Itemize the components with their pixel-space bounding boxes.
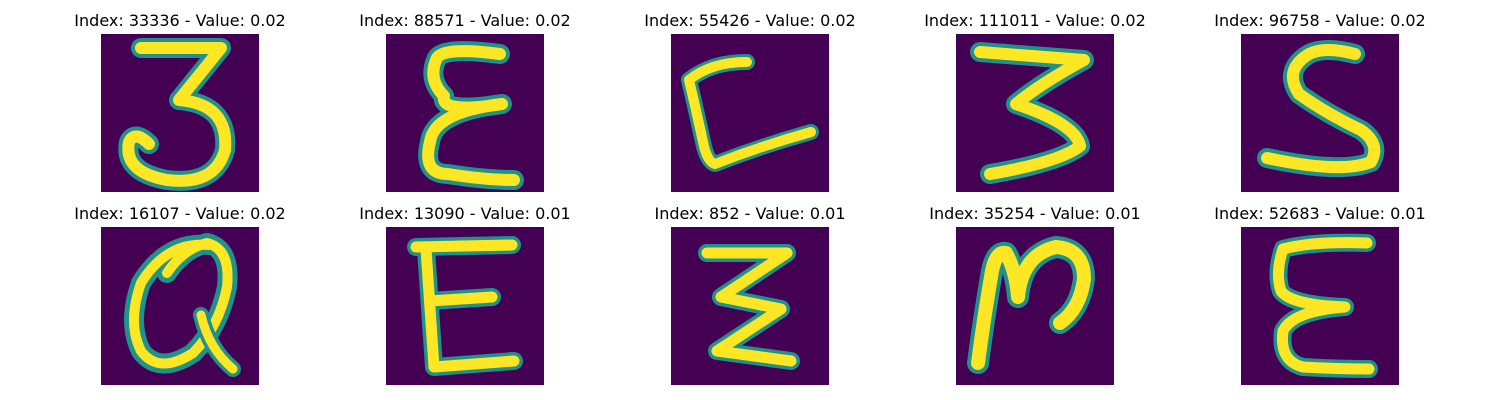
glyph-E-image: [407, 236, 523, 376]
panel-title: Index: 33336 - Value: 0.02: [74, 11, 286, 30]
panel-5: Index: 96758 - Value: 0.02: [1205, 0, 1435, 192]
panel-title: Index: 88571 - Value: 0.02: [359, 11, 571, 30]
digit-image: [956, 227, 1114, 385]
glyph-Z-image: [698, 244, 800, 370]
panel-title: Index: 96758 - Value: 0.02: [1214, 11, 1426, 30]
panel-6: Index: 16107 - Value: 0.02: [65, 193, 295, 385]
glyph-S-image: [1257, 40, 1385, 178]
digit-image: [1241, 34, 1399, 192]
digit-image: [671, 34, 829, 192]
panel-8: Index: 852 - Value: 0.01: [635, 193, 865, 385]
panel-title: Index: 16107 - Value: 0.02: [74, 204, 286, 223]
panel-1: Index: 33336 - Value: 0.02: [65, 0, 295, 192]
panel-title: Index: 52683 - Value: 0.01: [1214, 204, 1426, 223]
panel-3: Index: 55426 - Value: 0.02: [635, 0, 865, 192]
glyph-Q-image: [124, 233, 241, 377]
glyph-3-image: [118, 38, 236, 191]
panel-title: Index: 55426 - Value: 0.02: [644, 11, 856, 30]
digit-image: [386, 227, 544, 385]
panel-title: Index: 852 - Value: 0.01: [654, 204, 846, 223]
panel-9: Index: 35254 - Value: 0.01: [920, 193, 1150, 385]
glyph-L-image: [681, 54, 819, 172]
panel-7: Index: 13090 - Value: 0.01: [350, 193, 580, 385]
digit-image: [956, 34, 1114, 192]
digit-image: [101, 34, 259, 192]
panel-2: Index: 88571 - Value: 0.02: [350, 0, 580, 192]
digit-image: [386, 34, 544, 192]
digit-image: [1241, 227, 1399, 385]
panel-title: Index: 13090 - Value: 0.01: [359, 204, 571, 223]
digit-image: [101, 227, 259, 385]
panel-title: Index: 35254 - Value: 0.01: [929, 204, 1141, 223]
digit-image: [671, 227, 829, 385]
glyph-N-image: [967, 236, 1095, 374]
panel-title: Index: 111011 - Value: 0.02: [924, 11, 1146, 30]
glyph-E-image: [1269, 233, 1378, 378]
glyph-epsilon-image: [418, 41, 524, 190]
glyph-3-image: [970, 42, 1094, 184]
panel-4: Index: 111011 - Value: 0.02: [920, 0, 1150, 192]
panel-10: Index: 52683 - Value: 0.01: [1205, 193, 1435, 385]
